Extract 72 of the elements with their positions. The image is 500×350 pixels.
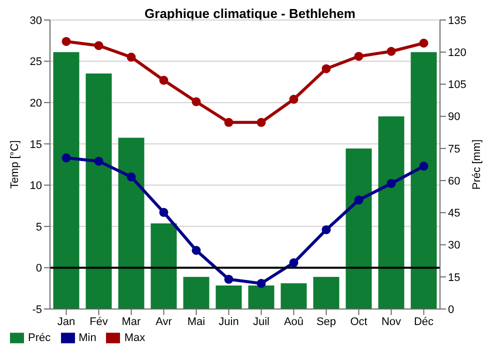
- y-tick-label: -5: [32, 304, 42, 316]
- x-tick-label: Mai: [187, 316, 206, 328]
- y2-tick-label: 30: [448, 240, 460, 252]
- bar: [216, 285, 242, 309]
- point: [126, 52, 136, 62]
- y2-tick-label: 75: [448, 143, 460, 156]
- bar: [118, 138, 144, 309]
- y2-tick-label: 90: [448, 111, 460, 124]
- x-tick-label: Déc: [414, 316, 434, 328]
- y2-tick-label: 45: [448, 208, 460, 220]
- point: [386, 178, 396, 188]
- bar: [313, 276, 340, 309]
- bar: [346, 148, 372, 309]
- bar: [86, 74, 112, 309]
- x-tick-label: Oct: [350, 316, 368, 328]
- point: [322, 225, 331, 234]
- point: [62, 153, 71, 162]
- legend-label: Min: [78, 332, 96, 344]
- point: [354, 52, 364, 61]
- y2-tick-label: 60: [448, 175, 460, 188]
- y-tick-label: 10: [30, 180, 42, 192]
- bar: [248, 285, 274, 309]
- bar: [150, 223, 177, 309]
- x-tick-label: Aoû: [284, 316, 304, 328]
- point: [159, 76, 168, 85]
- point: [322, 64, 331, 74]
- y-tick-label: 20: [30, 97, 42, 110]
- point: [224, 274, 234, 284]
- bar: [53, 52, 80, 309]
- y-tick-label: 15: [30, 138, 42, 151]
- x-tick-label: Mar: [122, 316, 142, 328]
- y-tick-label: 0: [36, 262, 42, 275]
- point: [224, 118, 234, 127]
- bar: [280, 283, 307, 309]
- point: [192, 246, 201, 255]
- y2-axis-title: Préc [mm]: [470, 139, 483, 190]
- point: [354, 196, 364, 205]
- legend-label: Préc: [28, 332, 51, 344]
- point: [62, 36, 71, 46]
- y2-tick-label: 135: [448, 14, 466, 27]
- x-tick-label: Juin: [218, 316, 239, 328]
- x-tick-label: Juil: [252, 316, 270, 328]
- y-tick-label: 30: [30, 14, 42, 27]
- point: [289, 258, 298, 268]
- point: [126, 172, 136, 182]
- y-tick-label: 5: [36, 221, 42, 234]
- x-tick-label: Fév: [90, 316, 108, 328]
- point: [256, 118, 266, 127]
- chart-title: Graphique climatique - Bethlehem: [144, 6, 356, 21]
- y2-tick-label: 15: [448, 272, 460, 284]
- point: [419, 162, 428, 171]
- y-tick-label: 25: [30, 56, 42, 68]
- point: [192, 97, 201, 106]
- y2-tick-label: 105: [448, 79, 466, 92]
- point: [386, 46, 396, 56]
- bar: [378, 116, 404, 309]
- x-tick-label: Nov: [381, 316, 402, 328]
- x-tick-label: Sep: [316, 316, 336, 328]
- bar: [183, 276, 210, 309]
- point: [94, 41, 104, 50]
- point: [159, 208, 168, 217]
- bar: [410, 52, 437, 309]
- y2-tick-label: 0: [448, 304, 454, 316]
- point: [289, 94, 298, 104]
- y2-tick-label: 120: [448, 47, 466, 60]
- point: [94, 156, 104, 166]
- x-tick-label: Avr: [156, 316, 172, 328]
- y-axis-title: Temp [°C]: [8, 140, 21, 189]
- x-tick-label: Jan: [57, 316, 76, 328]
- point: [256, 278, 266, 288]
- legend-label: Max: [124, 332, 146, 344]
- point: [419, 38, 428, 48]
